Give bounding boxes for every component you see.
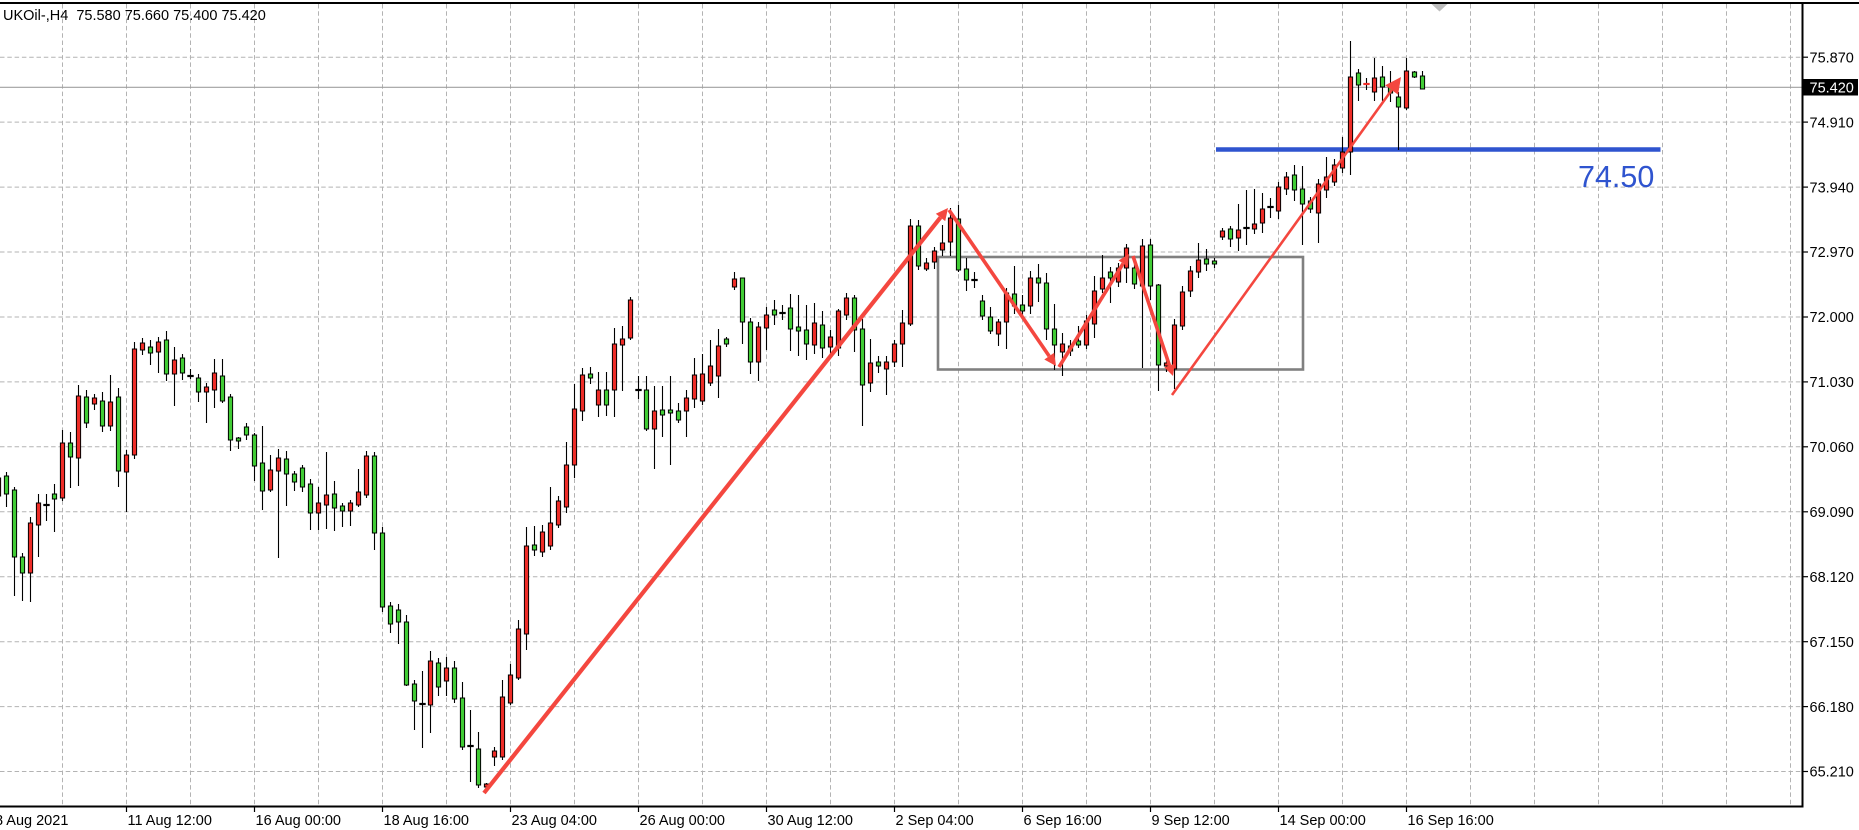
svg-text:73.940: 73.940 — [1810, 180, 1854, 196]
svg-text:65.210: 65.210 — [1810, 765, 1854, 781]
svg-text:18 Aug 16:00: 18 Aug 16:00 — [384, 813, 469, 829]
svg-text:74.50: 74.50 — [1578, 160, 1654, 194]
svg-text:26 Aug 00:00: 26 Aug 00:00 — [640, 813, 725, 829]
svg-text:72.970: 72.970 — [1810, 245, 1854, 261]
svg-text:70.060: 70.060 — [1810, 440, 1854, 456]
svg-text:72.000: 72.000 — [1810, 310, 1854, 326]
svg-text:68.120: 68.120 — [1810, 570, 1854, 586]
svg-text:16 Aug 00:00: 16 Aug 00:00 — [256, 813, 341, 829]
svg-text:9 Sep 12:00: 9 Sep 12:00 — [1152, 813, 1230, 829]
svg-text:2 Sep 04:00: 2 Sep 04:00 — [896, 813, 974, 829]
svg-text:8 Aug 2021: 8 Aug 2021 — [0, 813, 68, 829]
svg-text:71.030: 71.030 — [1810, 375, 1854, 391]
svg-text:11 Aug 12:00: 11 Aug 12:00 — [128, 813, 212, 829]
svg-text:75.420: 75.420 — [1810, 81, 1854, 97]
svg-text:67.150: 67.150 — [1810, 635, 1854, 651]
svg-text:75.870: 75.870 — [1810, 50, 1854, 66]
svg-text:UKOil-,H4 75.580 75.660 75.40: UKOil-,H4 75.580 75.660 75.400 75.420 — [3, 8, 266, 24]
svg-text:23 Aug 04:00: 23 Aug 04:00 — [512, 813, 597, 829]
svg-text:69.090: 69.090 — [1810, 505, 1854, 521]
svg-text:6 Sep 16:00: 6 Sep 16:00 — [1024, 813, 1102, 829]
svg-text:30 Aug 12:00: 30 Aug 12:00 — [768, 813, 853, 829]
svg-text:14 Sep 00:00: 14 Sep 00:00 — [1280, 813, 1366, 829]
svg-text:74.910: 74.910 — [1810, 115, 1854, 131]
svg-text:66.180: 66.180 — [1810, 700, 1854, 716]
svg-text:16 Sep 16:00: 16 Sep 16:00 — [1408, 813, 1494, 829]
